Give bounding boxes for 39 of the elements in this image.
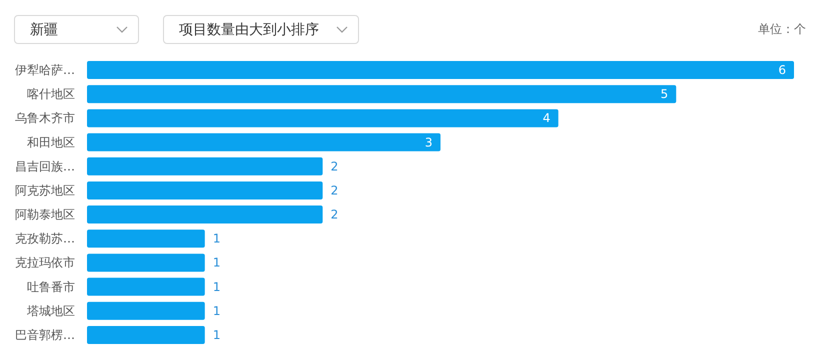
bar (87, 61, 794, 80)
data-label: 1 (212, 256, 220, 270)
y-tick-label: 喀什地区 (27, 87, 75, 102)
bar (87, 133, 440, 152)
y-tick-label: 伊犁哈萨… (15, 63, 75, 78)
y-tick-label: 塔城地区 (26, 304, 75, 318)
text: 单位：个 (758, 21, 806, 38)
y-tick-label: 克孜勒苏… (15, 232, 75, 246)
bar (87, 206, 323, 224)
data-label: 4 (542, 111, 550, 126)
y-tick-label: 吐鲁番市 (27, 280, 75, 294)
dropdown-field: 项目数量由大到小排序 (163, 15, 359, 44)
data-label: 2 (330, 159, 338, 174)
y-tick-label: 克拉玛依市 (15, 256, 75, 270)
data-label: 1 (212, 232, 220, 246)
bar (87, 278, 205, 296)
data-label: 2 (330, 208, 338, 222)
data-label: 1 (212, 328, 220, 342)
y-tick-label: 巴音郭楞… (15, 328, 75, 342)
dropdown-field: 新疆 (14, 15, 139, 44)
bar (87, 157, 323, 176)
bar (87, 85, 676, 104)
bar (87, 230, 205, 248)
data-label: 2 (330, 183, 338, 198)
bar (87, 302, 205, 320)
data-label: 1 (212, 280, 220, 294)
data-label: 6 (778, 63, 786, 78)
y-tick-label: 乌鲁木齐市 (15, 111, 75, 126)
y-tick-label: 阿克苏地区 (15, 183, 75, 198)
y-tick-label: 和田地区 (27, 135, 75, 150)
data-label: 1 (212, 304, 220, 318)
y-tick-label: 阿勒泰地区 (15, 208, 75, 222)
bar (87, 254, 205, 272)
y-tick-label: 昌吉回族… (15, 159, 75, 174)
data-label: 5 (660, 87, 668, 102)
data-label: 3 (424, 135, 432, 150)
bar (87, 109, 558, 128)
bar (87, 181, 323, 200)
bar (87, 326, 205, 344)
